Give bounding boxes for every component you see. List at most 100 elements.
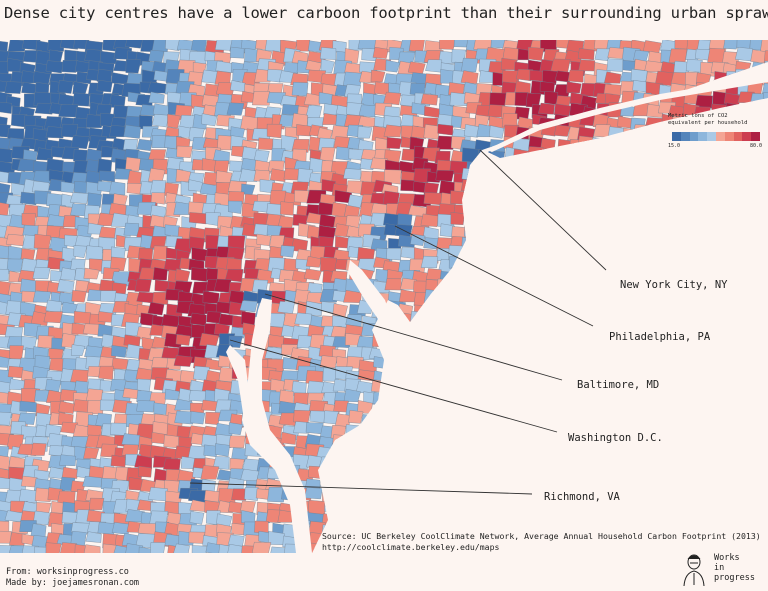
map-region [317,127,333,140]
map-region [530,390,547,405]
map-region [474,205,490,220]
map-region [527,222,547,238]
map-region [516,436,534,451]
map-region [660,233,677,246]
map-region [529,345,547,359]
map-region [603,168,619,182]
map-region [374,322,391,336]
map-region [581,279,597,292]
map-region [148,49,165,63]
map-region [567,69,584,83]
map-region [621,313,638,328]
map-region [604,510,621,526]
map-region [603,181,623,197]
map-region [762,520,768,535]
map-region [18,488,39,503]
map-region [347,443,365,458]
map-region [348,410,364,424]
map-region [87,192,102,208]
map-region [641,249,661,262]
map-region [538,203,558,217]
map-region [437,123,454,136]
map-region [439,271,457,286]
map-region [737,226,757,240]
map-region [396,454,413,469]
from-credit[interactable]: From: worksinprogress.co [6,567,129,577]
map-region [422,424,439,437]
map-region [618,290,636,303]
map-region [477,435,494,451]
map-region [489,425,508,440]
map-region [706,289,726,302]
map-region [463,124,480,138]
source-url[interactable]: http://coolclimate.berkeley.edu/maps [322,542,500,552]
map-region [751,509,767,525]
map-region [550,344,569,359]
map-region [516,336,532,352]
map-region [642,344,659,358]
map-region [540,138,556,152]
map-region [607,126,626,141]
map-region [89,497,105,511]
map-region [463,424,481,437]
map-region [593,124,611,138]
map-region [750,465,767,479]
map-region [684,357,703,373]
map-region [439,476,455,490]
map-region [686,500,704,514]
map-region [239,168,258,182]
map-region [577,48,595,61]
map-region [684,381,704,394]
map-region [712,193,729,206]
map-region [595,246,614,259]
map-region [421,409,438,424]
map-region [330,555,345,567]
map-region [685,366,705,381]
map-region [475,369,494,382]
map-region [360,414,378,429]
map-region [594,314,611,328]
map-region [173,555,192,567]
map-region [514,216,531,230]
map-region [658,402,674,418]
map-region [206,311,221,324]
map-region [645,355,665,371]
map-region [190,411,206,425]
map-region [568,359,584,372]
map-region [580,458,598,471]
map-region [672,377,689,392]
map-region [526,401,544,414]
map-region [568,303,585,319]
map-region [713,314,730,328]
made-by-credit[interactable]: Made by: joejamesronan.com [6,578,140,588]
map-region [336,500,352,516]
map-region [413,345,430,358]
map-region [164,224,180,237]
map-region [504,312,520,328]
map-region [425,401,445,414]
map-region [423,124,441,140]
map-region [0,454,10,470]
portrait-icon [683,554,705,587]
map-region [375,458,395,473]
map-region [514,499,531,512]
map-region [544,312,562,328]
map-region [748,147,765,162]
map-region [0,530,12,544]
map-region [590,172,609,188]
map-region [609,138,627,154]
map-region [635,235,651,251]
map-region [372,333,391,348]
map-region [685,480,702,496]
map-region [283,555,302,569]
city-label-washington: Washington D.C. [568,432,663,444]
map-region [58,400,76,414]
map-region [61,466,79,479]
map-region [428,367,445,381]
map-region [515,226,534,239]
map-region [722,500,741,516]
leader-line-nyc [479,149,607,271]
map-region [318,456,339,470]
map-region [461,499,478,515]
map-region [556,357,576,369]
